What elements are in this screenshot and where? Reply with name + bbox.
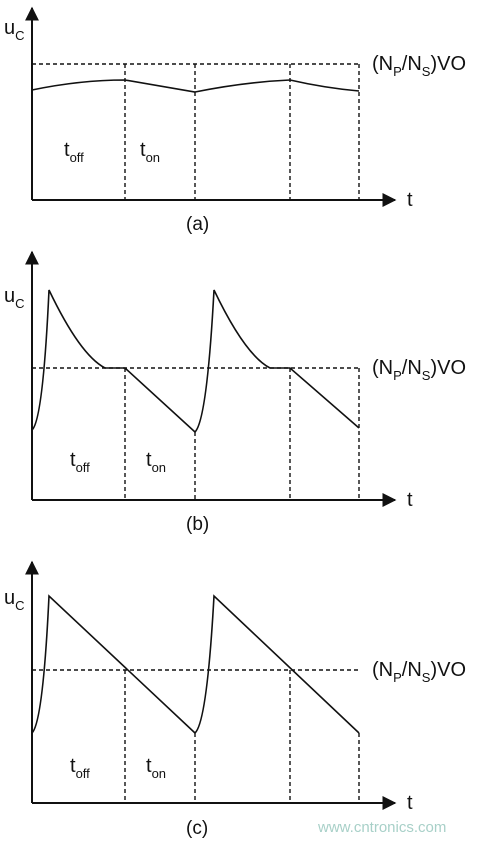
t-off-label: toff <box>70 449 90 475</box>
reference-level-label: (NP/NS)VO <box>372 659 466 685</box>
uc-waveform <box>31 79 360 93</box>
uc-waveform <box>31 594 360 735</box>
t-on-label: ton <box>146 755 166 781</box>
x-axis-label: t <box>407 189 413 211</box>
reference-level-label: (NP/NS)VO <box>372 53 466 79</box>
t-on-label: ton <box>140 139 160 165</box>
y-axis-label: uC <box>4 285 25 311</box>
panel-caption: (c) <box>186 818 208 839</box>
panel-b: uC t (NP/NS)VO toff ton (b) <box>4 250 466 535</box>
watermark: www.cntronics.com <box>317 819 446 836</box>
y-axis-label: uC <box>4 587 25 613</box>
panel-caption: (b) <box>186 514 209 535</box>
panel-caption: (a) <box>186 214 209 235</box>
panel-a: uC t (NP/NS)VO toff ton (a) <box>4 6 466 235</box>
x-axis-label: t <box>407 489 413 511</box>
x-axis-label: t <box>407 792 413 814</box>
y-axis-label: uC <box>4 17 25 43</box>
reference-level-label: (NP/NS)VO <box>372 357 466 383</box>
panel-c: uC t (NP/NS)VO toff ton (c) <box>4 560 466 839</box>
t-off-label: toff <box>64 139 84 165</box>
t-off-label: toff <box>70 755 90 781</box>
t-on-label: ton <box>146 449 166 475</box>
uc-waveform <box>31 289 360 434</box>
